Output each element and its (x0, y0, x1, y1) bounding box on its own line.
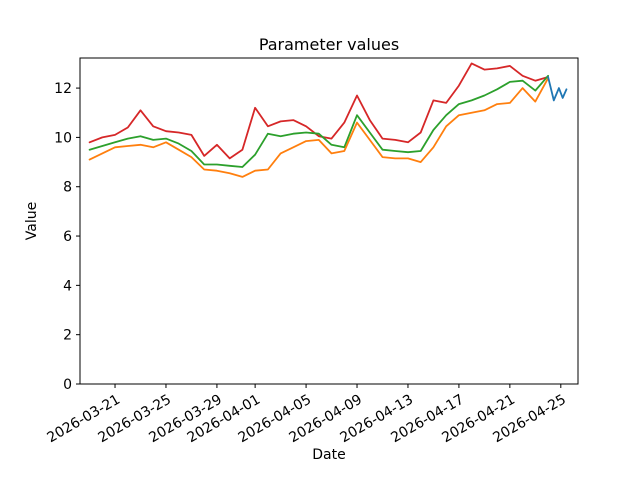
series-orange-line (88, 77, 549, 178)
y-tick-label: 8 (63, 180, 72, 196)
x-axis-label: Date (312, 447, 345, 463)
y-tick-label: 4 (63, 278, 72, 294)
y-axis: 0 2 4 6 8 10 12 (54, 81, 80, 393)
y-axis-label: Value (24, 202, 40, 240)
chart-title: Parameter values (259, 35, 399, 54)
y-tick-label: 10 (54, 130, 72, 146)
y-tick-label: 0 (63, 377, 72, 393)
series-blue-line (547, 76, 568, 102)
plot-area-frame (79, 57, 579, 385)
plot-lines (88, 62, 568, 178)
y-tick-label: 6 (63, 229, 72, 245)
series-green-line (88, 74, 549, 168)
y-tick-label: 2 (63, 328, 72, 344)
y-tick-label: 12 (54, 81, 72, 97)
series-red-line (88, 62, 549, 160)
